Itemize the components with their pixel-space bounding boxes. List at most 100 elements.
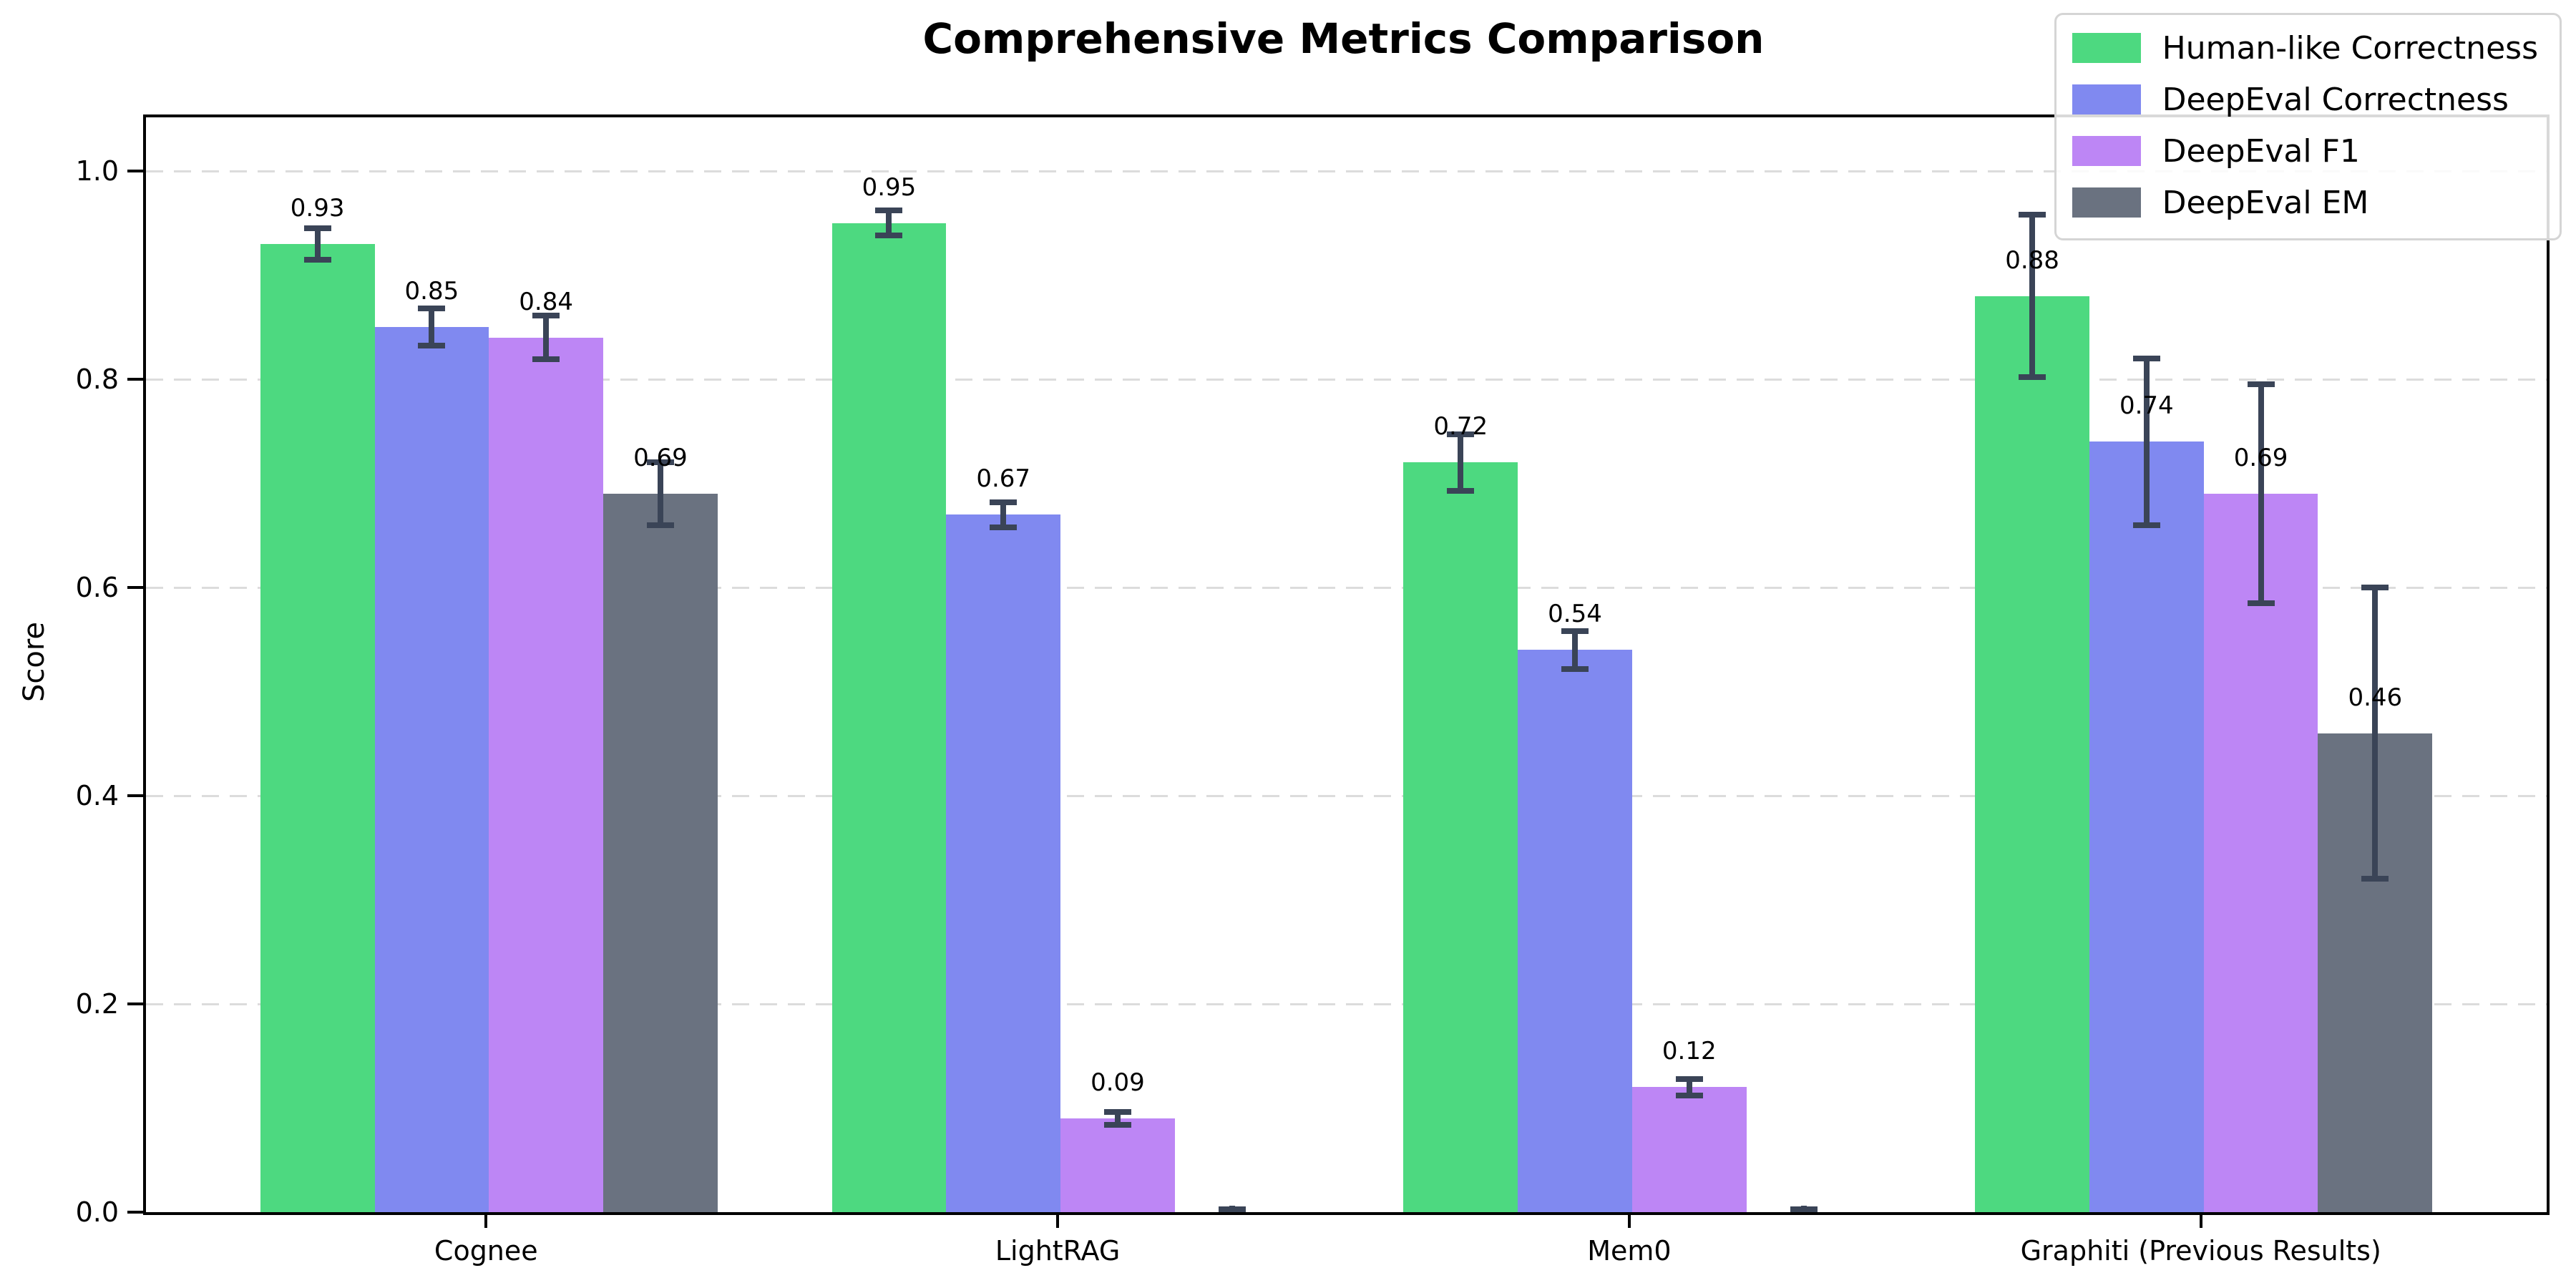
legend: Human-like Correctness DeepEval Correctne…	[2054, 13, 2562, 240]
gridline	[146, 170, 2547, 172]
error-bar-cap	[990, 499, 1018, 505]
error-bar-cap	[2247, 600, 2275, 606]
error-bar-line	[1572, 631, 1579, 669]
legend-item-deepeval-em: DeepEval EM	[2072, 181, 2538, 224]
legend-item-deepeval-f1: DeepEval F1	[2072, 130, 2538, 172]
gridline	[146, 586, 2547, 589]
error-bar-line	[2029, 215, 2036, 378]
bar-value-label: 0.93	[290, 193, 345, 223]
legend-label: DeepEval Correctness	[2162, 81, 2509, 118]
bar-value-label: 0.72	[1433, 412, 1488, 441]
bar-deepeval-f1-mem0	[1631, 1087, 1747, 1212]
bar-value-label: 0.95	[862, 172, 917, 202]
legend-item-human-like-correctness: Human-like Correctness	[2072, 26, 2538, 69]
bar-deepeval-f1-graphiti-previous-results	[2203, 494, 2318, 1212]
error-bar-line	[1686, 1078, 1692, 1096]
error-bar-line	[1458, 434, 1464, 491]
error-bar-cap	[1447, 487, 1475, 494]
error-bar-line	[657, 462, 663, 525]
error-bar-cap	[1561, 628, 1589, 635]
error-bar-cap	[990, 524, 1018, 530]
bar-deepeval-correctness-mem0	[1518, 650, 1632, 1212]
bar-value-label: 0.84	[519, 287, 573, 316]
error-bar-line	[2258, 384, 2264, 603]
bar-deepeval-correctness-graphiti-previous-results	[2089, 441, 2204, 1212]
bar-deepeval-f1-lightrag	[1060, 1118, 1175, 1212]
legend-swatch	[2072, 84, 2141, 114]
error-bar-line	[543, 316, 550, 360]
x-tick	[484, 1212, 488, 1228]
bar-value-label: 0.69	[633, 444, 688, 473]
bar-value-label: 0.46	[2348, 683, 2403, 712]
bar-human-like-correctness-lightrag	[831, 223, 947, 1212]
x-tick	[1627, 1212, 1631, 1228]
x-tick-label-cognee: Cognee	[434, 1235, 538, 1267]
error-bar-cap	[1675, 1093, 1703, 1099]
gridline	[146, 794, 2547, 797]
bar-deepeval-correctness-cognee	[374, 327, 489, 1212]
bar-value-label: 0.54	[1548, 600, 1602, 629]
bar-deepeval-em-cognee	[603, 494, 718, 1212]
error-bar-line	[429, 308, 435, 346]
plot-area: 0.93 0.95 0.72 0.88 0.85 0.67 0.54 0.74 0.84 0.09…	[143, 114, 2550, 1215]
bar-value-label: 0.85	[404, 277, 459, 306]
error-bar-cap	[1447, 431, 1475, 438]
y-tick-label: 1.0	[75, 155, 119, 187]
error-bar-cap	[1103, 1121, 1131, 1128]
x-tick	[1056, 1212, 1060, 1228]
error-bar-cap	[2132, 355, 2160, 361]
error-bar-line	[1114, 1112, 1121, 1125]
y-tick	[127, 170, 143, 172]
y-tick	[127, 586, 143, 589]
error-bar-cap	[303, 225, 331, 232]
error-bar-cap	[2247, 381, 2275, 388]
gridline	[146, 1002, 2547, 1005]
y-tick	[127, 794, 143, 797]
x-tick-label-lightrag: LightRAG	[995, 1235, 1121, 1267]
chart-title: Comprehensive Metrics Comparison	[922, 14, 1765, 63]
error-bar-cap	[1218, 1206, 1246, 1212]
bar-value-label: 0.74	[2119, 391, 2174, 421]
x-tick-label-mem0: Mem0	[1587, 1235, 1672, 1267]
error-bar-cap	[418, 306, 446, 312]
legend-label: DeepEval EM	[2162, 184, 2369, 221]
x-tick-label-graphiti-previous-results: Graphiti (Previous Results)	[2020, 1235, 2381, 1267]
error-bar-line	[314, 228, 321, 260]
error-bar-cap	[1103, 1109, 1131, 1116]
bar-value-label: 0.69	[2233, 444, 2288, 473]
bar-human-like-correctness-mem0	[1403, 462, 1518, 1212]
y-tick-label: 0.0	[75, 1196, 119, 1228]
error-bar-line	[2143, 358, 2150, 525]
bar-deepeval-correctness-lightrag	[946, 514, 1061, 1212]
y-tick	[127, 378, 143, 381]
bar-value-label: 0.88	[2005, 245, 2059, 275]
bar-value-label: 0.12	[1662, 1037, 1717, 1066]
x-tick	[2199, 1212, 2202, 1228]
error-bar-cap	[2361, 876, 2389, 882]
error-bar-cap	[646, 522, 674, 528]
legend-swatch	[2072, 136, 2141, 166]
bar-value-label: 0.67	[976, 464, 1031, 494]
bar-deepeval-f1-cognee	[489, 337, 604, 1212]
error-bar-line	[1000, 502, 1007, 527]
y-tick-label: 0.4	[75, 780, 119, 811]
y-tick-label: 0.8	[75, 364, 119, 395]
y-tick	[127, 1002, 143, 1005]
y-tick	[127, 1211, 143, 1214]
error-bar-cap	[646, 459, 674, 466]
error-bar-cap	[875, 208, 903, 214]
y-tick-label: 0.6	[75, 572, 119, 603]
error-bar-cap	[2132, 522, 2160, 528]
legend-label: DeepEval F1	[2162, 132, 2360, 170]
error-bar-cap	[1561, 665, 1589, 672]
bar-value-label: 0.09	[1091, 1068, 1145, 1098]
error-bar-cap	[532, 356, 560, 363]
y-tick-label: 0.2	[75, 988, 119, 1020]
error-bar-cap	[875, 233, 903, 239]
legend-swatch	[2072, 33, 2141, 63]
error-bar-cap	[1790, 1206, 1818, 1212]
error-bar-cap	[2019, 212, 2046, 218]
gridline	[146, 378, 2547, 381]
legend-label: Human-like Correctness	[2162, 29, 2538, 67]
